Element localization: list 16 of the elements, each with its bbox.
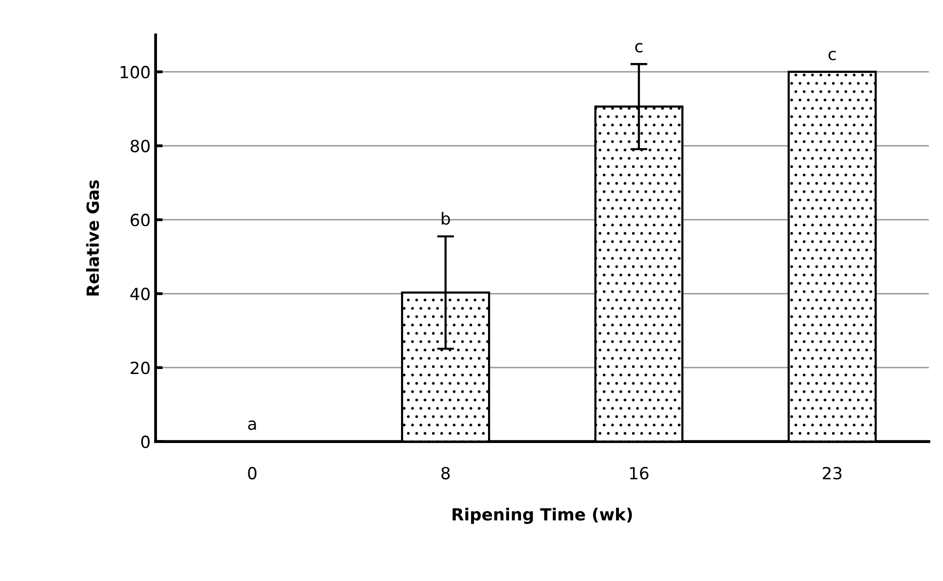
y-tick-label: 0 [141, 436, 150, 448]
y-tick-label: 20 [130, 362, 150, 374]
x-tick-label: 16 [630, 466, 648, 480]
y-tick-label: 80 [130, 140, 150, 152]
annotation: b [442, 212, 450, 225]
y-axis-title: Relative Gas [86, 180, 100, 296]
x-tick-label: 0 [248, 466, 256, 480]
annotation: a [248, 420, 256, 430]
y-tick-label: 100 [120, 66, 150, 78]
x-axis-title: Ripening Time (wk) [452, 508, 632, 524]
y-tick-label: 60 [130, 214, 150, 226]
x-tick-label: 8 [441, 466, 450, 480]
x-tick-label: 23 [822, 466, 842, 480]
annotation: c [635, 42, 642, 53]
annotation: c [828, 50, 836, 60]
y-tick-label: 40 [130, 288, 150, 300]
